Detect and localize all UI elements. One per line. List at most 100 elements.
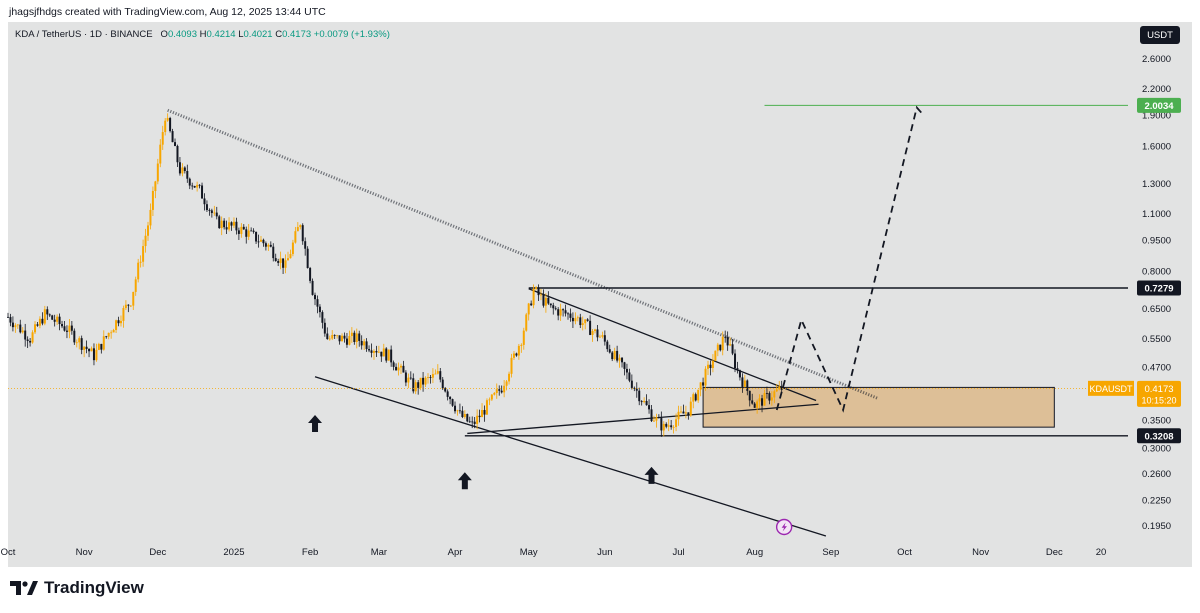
- chart-area[interactable]: [8, 22, 1192, 567]
- candle-body: [56, 316, 59, 322]
- candle-body: [198, 184, 201, 186]
- candle-body: [508, 373, 511, 382]
- candle-body: [385, 348, 388, 361]
- candle-body: [191, 185, 194, 187]
- candle-body: [331, 335, 334, 339]
- candle-body: [756, 401, 759, 408]
- candle-body: [242, 226, 245, 230]
- candle-body: [247, 230, 250, 237]
- candle-body: [174, 142, 177, 146]
- candle-body: [505, 381, 508, 386]
- candle-body: [279, 258, 282, 263]
- candle-body: [105, 336, 108, 338]
- candle-body: [753, 403, 756, 408]
- candle-body: [34, 324, 37, 333]
- candle-body: [697, 389, 700, 401]
- candle-body: [738, 370, 741, 378]
- candle-body: [235, 221, 238, 231]
- candle-body: [370, 350, 373, 353]
- candle-body: [296, 227, 299, 232]
- candle-body: [110, 332, 113, 334]
- y-tick-label: 1.6000: [1142, 141, 1171, 152]
- candle-body: [451, 399, 454, 406]
- candle-body: [156, 163, 159, 182]
- candle-body: [397, 367, 400, 371]
- candle-body: [203, 198, 206, 205]
- candle-body: [240, 226, 243, 234]
- up-arrow-icon: [308, 414, 323, 432]
- candle-body: [41, 318, 44, 324]
- candle-body: [473, 421, 476, 424]
- trendline: [314, 376, 827, 537]
- candle-body: [90, 348, 93, 352]
- symbol-name[interactable]: KDA / TetherUS · 1D · BINANCE: [15, 29, 153, 40]
- candle-body: [765, 393, 768, 394]
- candle-body: [259, 239, 262, 242]
- candle-body: [255, 231, 258, 242]
- open-label: O: [160, 29, 168, 40]
- candle-body: [70, 325, 73, 331]
- candle-body: [164, 120, 167, 133]
- currency-button[interactable]: USDT: [1140, 26, 1180, 44]
- candle-body: [333, 335, 336, 336]
- candle-body: [181, 167, 184, 174]
- level-price-label: 0.3208: [1144, 431, 1173, 442]
- x-tick-label: Dec: [1046, 547, 1063, 558]
- x-tick-label: 2025: [223, 547, 244, 558]
- candle-body: [213, 212, 216, 214]
- candle-body: [230, 222, 233, 226]
- candle-body: [119, 320, 122, 324]
- candle-body: [468, 421, 471, 423]
- candle-body: [417, 382, 420, 388]
- candle-body: [218, 216, 221, 229]
- candle-body: [692, 394, 695, 402]
- candle-body: [159, 144, 162, 164]
- candle-body: [427, 377, 429, 378]
- candle-body: [726, 337, 729, 346]
- price-label-bg: [1137, 97, 1181, 113]
- candle-body: [14, 325, 17, 328]
- candle-body: [92, 348, 95, 361]
- candle-body: [112, 330, 115, 333]
- candle-body: [127, 304, 130, 306]
- x-tick-label: Sep: [822, 547, 839, 558]
- candle-body: [731, 344, 734, 354]
- open-value: 0.4093: [167, 29, 197, 40]
- candle-body: [530, 303, 533, 306]
- candle-body: [345, 338, 348, 345]
- candle-body: [321, 312, 324, 323]
- candle-body: [149, 209, 152, 226]
- candle-body: [409, 377, 412, 379]
- candle-body: [51, 315, 54, 320]
- candle-body: [655, 417, 658, 421]
- candle-body: [363, 341, 366, 346]
- candle-body: [522, 330, 525, 345]
- candle-body: [404, 372, 407, 383]
- candle-body: [532, 288, 535, 306]
- candle-body: [68, 325, 71, 332]
- candle-body: [601, 335, 604, 337]
- y-tick-label: 1.9000: [1142, 110, 1171, 121]
- candle-body: [299, 225, 302, 228]
- candle-body: [314, 294, 317, 300]
- candle-body: [537, 287, 540, 296]
- x-tick-label: Oct: [897, 547, 912, 558]
- candle-body: [454, 405, 457, 412]
- candle-body: [434, 373, 437, 375]
- y-tick-label: 2.2000: [1142, 84, 1171, 95]
- candle-body: [652, 420, 655, 422]
- candle-body: [208, 209, 211, 211]
- candle-body: [316, 299, 319, 307]
- candle-body: [232, 221, 235, 226]
- candle-body: [377, 351, 380, 353]
- candle-body: [419, 377, 422, 388]
- y-tick-label: 0.3000: [1142, 443, 1171, 454]
- candle-body: [169, 118, 172, 132]
- candle-body: [579, 317, 582, 326]
- y-tick-label: 0.4700: [1142, 362, 1171, 373]
- candle-body: [672, 426, 675, 428]
- candle-body: [215, 212, 218, 217]
- candle-body: [586, 319, 589, 321]
- candle-body: [485, 400, 488, 415]
